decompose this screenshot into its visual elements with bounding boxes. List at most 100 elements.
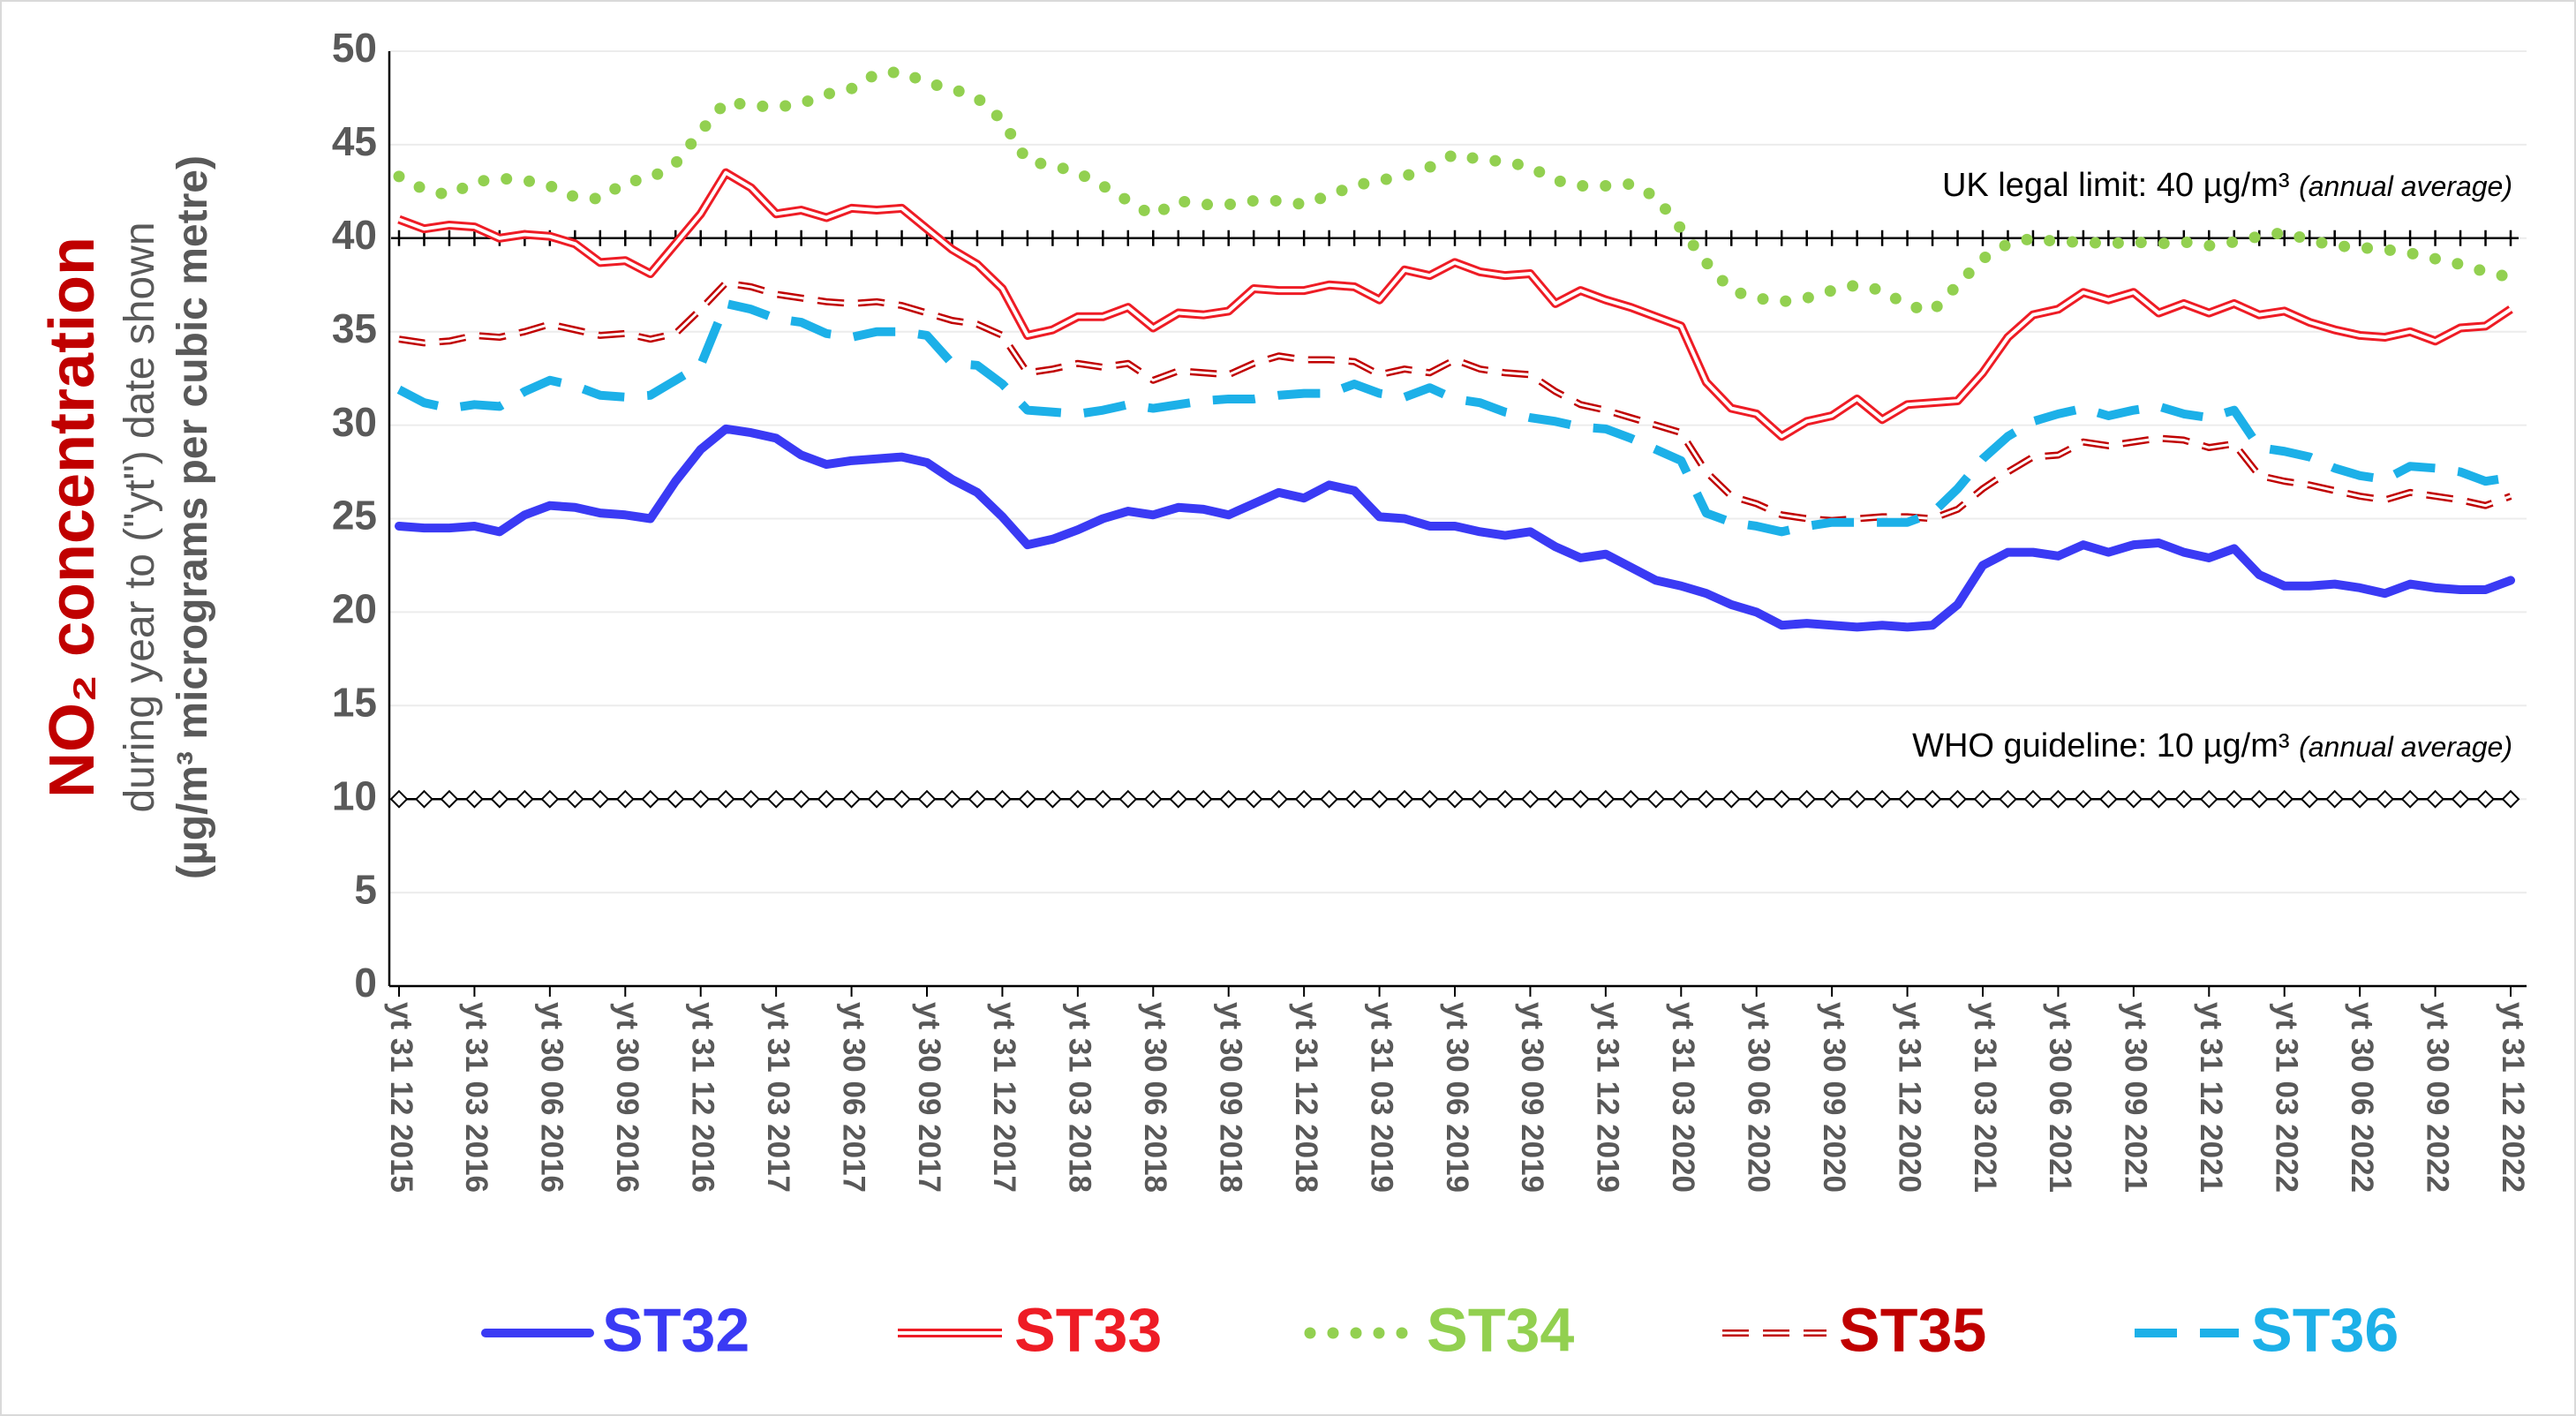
x-tick-label: yt 31 12 2022	[2496, 1002, 2530, 1193]
x-tick-label: yt 31 03 2019	[1364, 1002, 1398, 1193]
reference-marker	[1195, 230, 1212, 246]
who-label: WHO guideline: 10 µg/m³	[1912, 727, 2299, 764]
reference-marker	[1872, 789, 1892, 809]
x-tick-label: yt 30 09 2022	[2420, 1002, 2454, 1193]
reference-marker	[1822, 789, 1842, 809]
reference-marker	[1169, 789, 1188, 809]
reference-marker	[2199, 789, 2218, 809]
reference-marker	[591, 230, 608, 246]
reference-marker	[2350, 789, 2369, 809]
reference-marker	[1346, 230, 1363, 246]
reference-marker	[2098, 789, 2118, 809]
reference-marker	[1647, 230, 1664, 246]
reference-marker	[1270, 230, 1287, 246]
reference-marker	[1848, 789, 1867, 809]
reference-marker	[1069, 230, 1086, 246]
reference-marker	[1496, 230, 1513, 246]
reference-marker	[465, 789, 484, 809]
reference-marker	[1397, 230, 1413, 246]
reference-marker	[818, 230, 835, 246]
reference-marker	[1447, 230, 1463, 246]
reference-marker	[1547, 230, 1563, 246]
reference-marker	[615, 789, 635, 809]
reference-marker	[1772, 789, 1791, 809]
x-tick-label: yt 31 12 2015	[384, 1002, 418, 1193]
y-tick-label: 15	[332, 679, 377, 725]
x-tick-label: yt 31 03 2018	[1063, 1002, 1097, 1193]
reference-marker	[1975, 230, 1991, 246]
reference-marker	[2501, 789, 2520, 809]
reference-marker	[391, 230, 407, 246]
reference-marker	[1145, 230, 1162, 246]
reference-marker	[1721, 789, 1741, 809]
line	[396, 298, 2512, 537]
uk-note: (annual average)	[2299, 170, 2512, 202]
reference-marker	[1748, 230, 1765, 246]
reference-marker	[2376, 230, 2393, 246]
reference-marker	[1495, 789, 1515, 809]
reference-marker	[1019, 230, 1036, 246]
uk-annotation: UK legal limit: 40 µg/m³ (annual average…	[1942, 167, 2512, 204]
x-tick-label: yt 31 12 2016	[685, 1002, 719, 1193]
reference-marker	[642, 230, 659, 246]
reference-marker	[1948, 789, 1967, 809]
reference-marker	[1570, 789, 1590, 809]
reference-marker	[1370, 789, 1389, 809]
reference-marker	[792, 789, 811, 809]
reference-marker	[2325, 789, 2345, 809]
reference-marker	[490, 789, 509, 809]
legend-label: ST34	[1427, 1295, 1574, 1364]
x-tick-label: yt 30 06 2018	[1138, 1002, 1172, 1193]
y-tick-label: 0	[354, 960, 377, 1006]
x-tick-label: yt 30 09 2018	[1213, 1002, 1247, 1193]
reference-marker	[2400, 789, 2420, 809]
y-tick-label: 35	[332, 305, 377, 351]
x-tick-label: yt 30 09 2016	[610, 1002, 644, 1193]
line-inner	[398, 170, 2512, 439]
reference-marker	[1673, 230, 1690, 246]
reference-marker	[1344, 789, 1364, 809]
reference-marker	[943, 789, 961, 809]
reference-marker	[2402, 230, 2419, 246]
reference-marker	[1246, 230, 1262, 246]
reference-marker	[2477, 230, 2494, 246]
x-tick-label: yt 31 03 2021	[1968, 1002, 2002, 1193]
reference-marker	[641, 789, 660, 809]
reference-marker	[565, 789, 584, 809]
x-tick-label: yt 31 12 2018	[1289, 1002, 1323, 1193]
reference-marker	[1170, 230, 1186, 246]
reference-marker	[2124, 789, 2143, 809]
reference-marker	[692, 230, 709, 246]
reference-marker	[691, 789, 711, 809]
reference-marker	[1973, 789, 1992, 809]
reference-marker	[2326, 230, 2343, 246]
reference-marker	[1044, 230, 1061, 246]
line	[393, 65, 2517, 317]
reference-marker	[793, 230, 810, 246]
reference-marker	[867, 789, 886, 809]
x-tick-label: yt 30 06 2022	[2345, 1002, 2379, 1193]
reference-marker	[993, 789, 1012, 809]
reference-marker	[1471, 789, 1489, 809]
x-tick-label: yt 31 12 2019	[1591, 1002, 1625, 1193]
reference-marker	[389, 789, 409, 809]
x-tick-label: yt 31 12 2020	[1892, 1002, 1926, 1193]
reference-marker	[1923, 789, 1942, 809]
reference-marker	[2075, 230, 2091, 246]
x-tick-label: yt 31 03 2016	[459, 1002, 493, 1193]
x-tick-label: yt 31 03 2020	[1666, 1002, 1700, 1193]
reference-marker	[415, 789, 433, 809]
reference-marker	[2352, 230, 2369, 246]
reference-marker	[2275, 789, 2294, 809]
y-tick-label: 40	[332, 212, 377, 258]
reference-marker	[1220, 230, 1237, 246]
reference-marker	[1294, 789, 1314, 809]
uk-label: UK legal limit: 40 µg/m³	[1942, 167, 2299, 204]
y-axis-title: NO₂ concentration during year to ("yt") …	[37, 155, 216, 879]
reference-marker	[466, 230, 483, 246]
reference-marker	[2149, 789, 2168, 809]
reference-marker	[1093, 789, 1112, 809]
reference-marker	[591, 789, 610, 809]
y-tick-label: 45	[332, 118, 377, 164]
